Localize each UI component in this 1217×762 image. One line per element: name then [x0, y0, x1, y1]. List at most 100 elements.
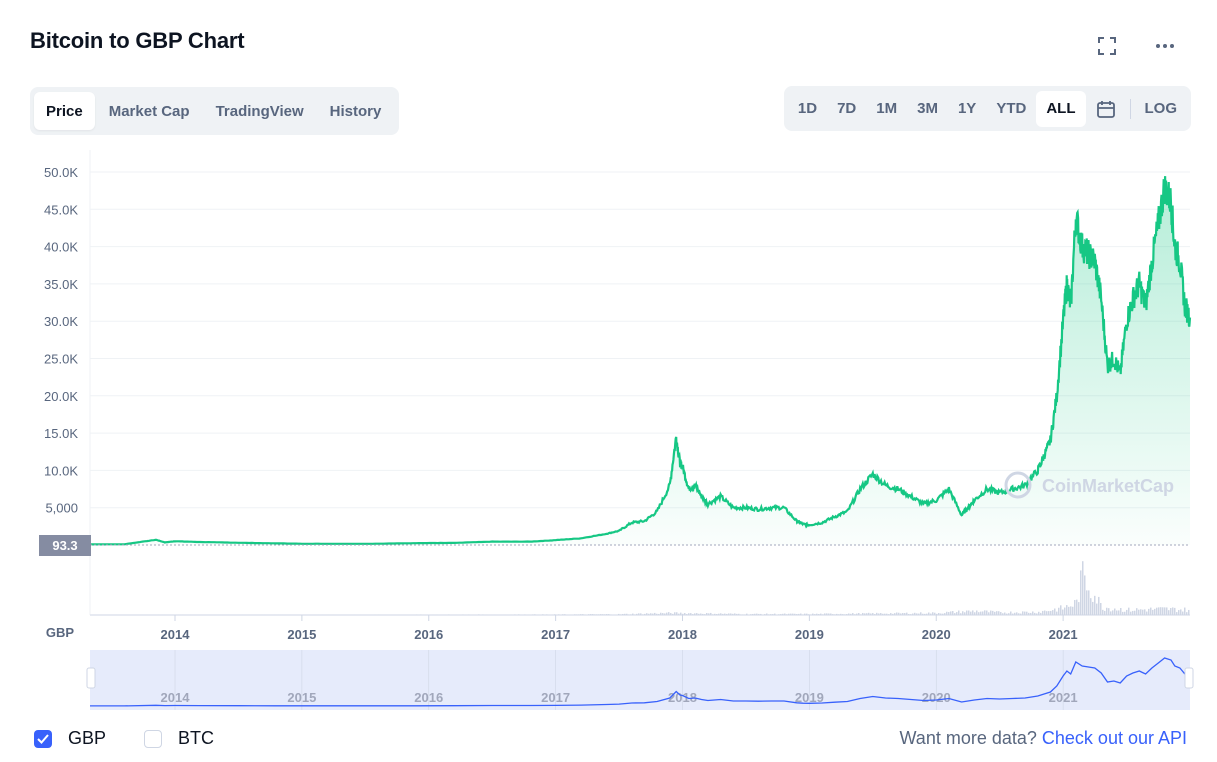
- volume-bar: [1044, 610, 1046, 615]
- volume-bar: [962, 611, 964, 615]
- volume-bar: [660, 612, 662, 615]
- fullscreen-icon[interactable]: [1095, 34, 1119, 58]
- volume-bar: [622, 613, 624, 615]
- volume-bar: [590, 614, 592, 615]
- more-icon[interactable]: [1153, 34, 1177, 58]
- tab-price[interactable]: Price: [34, 92, 95, 130]
- volume-bar: [712, 614, 714, 615]
- volume-bar: [584, 614, 586, 615]
- volume-bar: [872, 613, 874, 615]
- volume-bar: [852, 613, 854, 615]
- volume-bar: [724, 613, 726, 615]
- volume-bar: [534, 614, 536, 615]
- volume-bar: [1032, 611, 1034, 615]
- page-title: Bitcoin to GBP Chart: [30, 28, 245, 53]
- volume-bar: [952, 611, 954, 615]
- volume-bar: [1018, 613, 1020, 615]
- volume-bar: [416, 614, 418, 615]
- range-1y[interactable]: 1Y: [957, 100, 977, 117]
- volume-bar: [670, 613, 672, 615]
- volume-bar: [666, 612, 668, 615]
- volume-bar: [1052, 610, 1054, 615]
- volume-bar: [1116, 610, 1118, 615]
- navigator-left-handle[interactable]: [86, 667, 96, 689]
- volume-bar: [574, 614, 576, 615]
- volume-bar: [722, 613, 724, 615]
- volume-bar: [514, 614, 516, 615]
- volume-bar: [956, 612, 958, 615]
- watermark-text: CoinMarketCap: [1042, 476, 1174, 496]
- volume-bar: [794, 613, 796, 615]
- volume-bar: [812, 613, 814, 615]
- volume-bar: [658, 613, 660, 615]
- volume-bar: [646, 613, 648, 615]
- navigator-background: [90, 650, 1190, 710]
- volume-bar: [1010, 611, 1012, 615]
- volume-bar: [932, 612, 934, 615]
- range-all[interactable]: ALL: [1036, 90, 1086, 127]
- range-7d[interactable]: 7D: [837, 100, 857, 117]
- volume-bar: [680, 612, 682, 615]
- range-1d[interactable]: 1D: [797, 100, 818, 117]
- volume-bar: [1062, 609, 1064, 615]
- volume-bar: [1040, 612, 1042, 615]
- volume-bar: [594, 614, 596, 615]
- navigator-right-handle[interactable]: [1184, 667, 1194, 689]
- api-link[interactable]: Check out our API: [1041, 728, 1187, 748]
- volume-bar: [738, 613, 740, 615]
- range-3m[interactable]: 3M: [917, 100, 938, 117]
- range-ytd[interactable]: YTD: [996, 100, 1027, 117]
- volume-bar: [1162, 607, 1164, 615]
- volume-bar: [1074, 600, 1076, 615]
- volume-bar: [570, 614, 572, 615]
- volume-bar: [1036, 613, 1038, 615]
- volume-bar: [1100, 602, 1102, 615]
- volume-bar: [1124, 611, 1126, 615]
- volume-bar: [732, 613, 734, 615]
- volume-bar: [710, 612, 712, 615]
- divider: [1129, 98, 1131, 119]
- volume-bar: [420, 614, 422, 615]
- tab-tradingview[interactable]: TradingView: [215, 102, 304, 120]
- volume-bar: [1156, 607, 1158, 615]
- volume-bar: [1014, 612, 1016, 615]
- volume-bar: [774, 613, 776, 615]
- volume-bar: [782, 613, 784, 615]
- volume-bar: [604, 614, 606, 615]
- range-navigator[interactable]: 2014 2015 2016 2017 2018 2019 2020 2021: [86, 650, 1194, 710]
- volume-bar: [976, 610, 978, 615]
- volume-bar: [800, 613, 802, 615]
- volume-bar: [608, 614, 610, 615]
- gbp-checkbox[interactable]: [34, 729, 52, 748]
- btc-checkbox[interactable]: [144, 729, 163, 748]
- volume-bar: [728, 613, 730, 615]
- volume-bar: [992, 610, 994, 615]
- y-tick-label: 40.0K: [44, 240, 78, 255]
- volume-bar: [974, 612, 976, 615]
- volume-bar: [1142, 609, 1144, 615]
- tab-market-cap[interactable]: Market Cap: [108, 102, 190, 120]
- volume-bar: [900, 613, 902, 615]
- volume-bar: [510, 614, 512, 615]
- volume-bar: [1000, 611, 1002, 615]
- volume-bar: [518, 614, 520, 615]
- volume-bar: [924, 613, 926, 615]
- volume-bar: [830, 613, 832, 615]
- volume-bar: [1168, 610, 1170, 615]
- volume-bar: [1184, 607, 1186, 615]
- volume-bar: [1104, 610, 1106, 615]
- volume-bar: [762, 614, 764, 615]
- volume-bar: [984, 610, 986, 615]
- volume-bar: [898, 612, 900, 615]
- volume-bar: [910, 614, 912, 615]
- volume-bar: [1132, 610, 1134, 615]
- volume-bar: [874, 614, 876, 615]
- tab-history[interactable]: History: [329, 102, 382, 120]
- volume-bar: [718, 613, 720, 615]
- calendar-icon[interactable]: [1086, 91, 1126, 127]
- volume-bar: [870, 613, 872, 615]
- range-1m[interactable]: 1M: [876, 100, 898, 117]
- volume-bar: [1154, 608, 1156, 615]
- volume-bar: [1176, 612, 1178, 615]
- log-scale-toggle[interactable]: LOG: [1144, 100, 1178, 117]
